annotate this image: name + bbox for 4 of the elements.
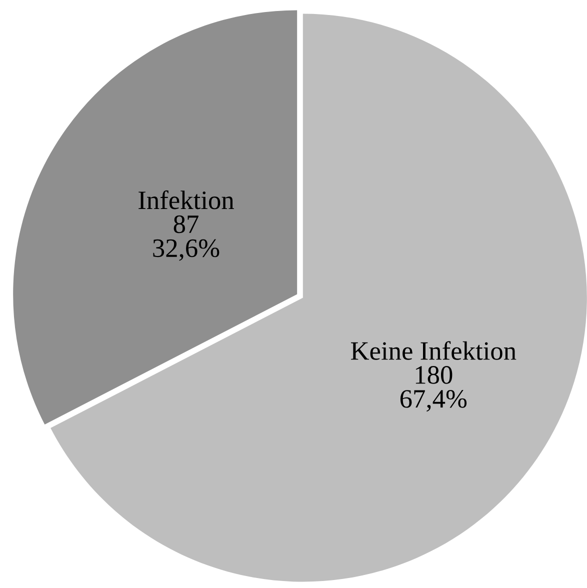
slice-label: Keine Infektion — [350, 341, 516, 360]
data-label: 87 32,6% — [153, 215, 220, 261]
data-label: 180 67,4% — [400, 366, 467, 412]
slice-label: Infektion — [138, 190, 234, 210]
